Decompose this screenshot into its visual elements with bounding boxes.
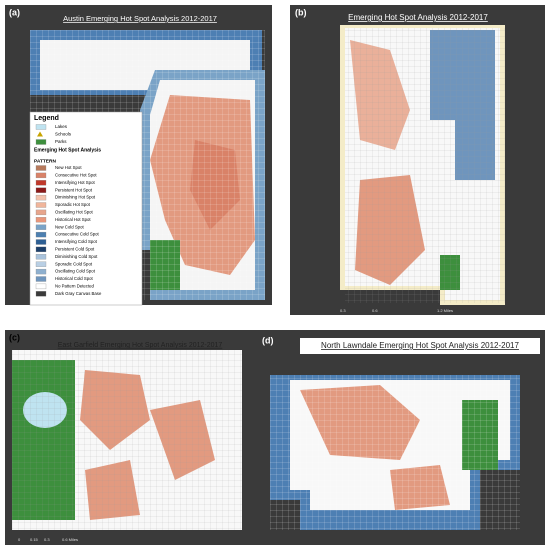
label: (a) bbox=[9, 7, 20, 17]
legend-label: New Cold Spot bbox=[55, 224, 84, 229]
legend-label: Consecutive Hot Spot bbox=[55, 173, 97, 178]
legend-swatch bbox=[35, 209, 47, 216]
legend-swatch bbox=[35, 239, 47, 245]
label: North Lawndale Emerging Hot Spot Analysi… bbox=[321, 341, 519, 350]
label: 0 bbox=[18, 537, 21, 542]
legend-label: Persistent Hot Spot bbox=[55, 187, 93, 192]
legend-label: Persistent Cold Spot bbox=[55, 247, 95, 252]
label: East Garfield Emerging Hot Spot Analysis… bbox=[58, 342, 223, 349]
legend-label: Consecutive Cold Spot bbox=[55, 232, 100, 237]
legend-swatch bbox=[35, 124, 47, 130]
label: 0.6 Miles bbox=[62, 537, 78, 542]
legend-swatch bbox=[35, 276, 47, 282]
label: 0.3 bbox=[340, 308, 346, 313]
label: (c) bbox=[9, 332, 20, 342]
label: Emerging Hot Spot Analysis 2012-2017 bbox=[348, 13, 488, 22]
legend-label: Oscillating Hot Spot bbox=[55, 210, 94, 215]
map-shape bbox=[12, 350, 242, 530]
label: Austin Emerging Hot Spot Analysis 2012-2… bbox=[63, 14, 217, 23]
legend-label: Intensifying Cold Spot bbox=[55, 239, 98, 244]
legend-label: Diminishing Hot Spot bbox=[55, 195, 96, 200]
legend-label: No Pattern Detected bbox=[55, 284, 95, 289]
legend-label: Historical Cold Spot bbox=[55, 276, 94, 281]
map-panel: Legend Lakes Schools Parks Emerging Hot Spot… bbox=[34, 115, 102, 297]
legend-label: Lakes bbox=[55, 124, 68, 129]
map-shape bbox=[29, 111, 143, 306]
legend-swatch bbox=[35, 261, 47, 267]
map-panel bbox=[290, 5, 545, 315]
legend-label: Sporadic Hot Spot bbox=[55, 202, 91, 207]
label: (d) bbox=[262, 335, 274, 345]
label: 0.3 bbox=[44, 537, 50, 542]
map-shape bbox=[270, 375, 520, 530]
legend-label: Schools bbox=[55, 132, 72, 137]
legend-label: Dark Gray Canvas Base bbox=[55, 291, 102, 296]
legend-heading: Emerging Hot Spot Analysis bbox=[34, 147, 101, 153]
legend-label: Oscillating Cold Spot bbox=[55, 269, 96, 274]
legend-swatch bbox=[35, 268, 47, 275]
legend-label: New Hot Spot bbox=[55, 165, 82, 170]
map-panel bbox=[5, 330, 265, 545]
legend-swatch bbox=[35, 291, 47, 297]
label: (b) bbox=[295, 7, 307, 17]
legend-swatch bbox=[35, 139, 47, 145]
map-shape bbox=[300, 338, 540, 354]
legend-label: Diminishing Cold Spot bbox=[55, 254, 98, 259]
legend-swatch bbox=[35, 194, 47, 201]
legend-swatch bbox=[35, 187, 47, 193]
label: 0.15 bbox=[30, 537, 39, 542]
legend-label: Parks bbox=[55, 139, 67, 144]
label: 0.6 bbox=[372, 308, 378, 313]
legend-swatch bbox=[35, 202, 47, 208]
map-shape bbox=[345, 28, 505, 303]
legend-swatch bbox=[35, 224, 47, 230]
legend-title: Legend bbox=[34, 115, 59, 122]
label: 1.2 Miles bbox=[437, 308, 453, 313]
legend-swatch bbox=[35, 172, 47, 179]
legend-swatch bbox=[35, 246, 47, 253]
legend-swatch bbox=[35, 254, 47, 260]
legend-swatch bbox=[35, 180, 47, 186]
legend-swatch bbox=[37, 131, 43, 137]
map-panel bbox=[258, 330, 545, 545]
legend-heading: PATTERN bbox=[34, 158, 56, 164]
legend-swatch bbox=[35, 231, 47, 238]
legend-swatch bbox=[35, 217, 47, 223]
legend-swatch bbox=[35, 283, 47, 290]
legend-label: Sporadic Cold Spot bbox=[55, 261, 93, 266]
legend-label: Intensifying Hot Spot bbox=[55, 180, 95, 185]
legend-swatch bbox=[35, 165, 47, 171]
legend-label: Historical Hot Spot bbox=[55, 217, 91, 222]
